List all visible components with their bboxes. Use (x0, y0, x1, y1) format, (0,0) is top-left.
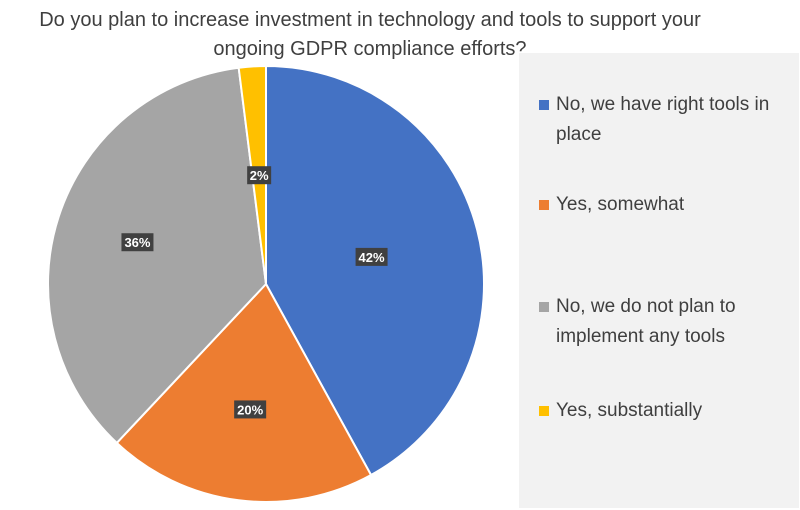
pie-slice-no-right-tools (265, 64, 485, 477)
data-label-background (247, 166, 272, 185)
legend-label: Yes, somewhat (556, 194, 685, 215)
pie-slice-yes-somewhat (115, 282, 373, 503)
legend-item-yes-substantially: Yes, substantially (539, 396, 794, 426)
legend-item-yes-somewhat: Yes, somewhat (539, 190, 794, 220)
slice-label-yes-substantially: 2% (247, 166, 272, 185)
legend-swatch-blue (539, 100, 549, 110)
pie-slice-no-plan (47, 66, 268, 445)
data-label-text: 2% (250, 168, 269, 183)
chart-title: Do you plan to increase investment in te… (39, 9, 701, 60)
legend-label: No, we do not plan to implement any tool… (556, 296, 736, 347)
data-label-background (121, 233, 154, 252)
legend-swatch-gray (539, 302, 549, 312)
data-label-background (355, 247, 388, 266)
data-label-text: 36% (124, 235, 150, 250)
legend-item-no-right-tools: No, we have right tools in place (539, 90, 794, 150)
legend-label: Yes, substantially (556, 400, 703, 421)
legend: No, we have right tools in place Yes, so… (519, 53, 799, 508)
data-label-text: 42% (359, 250, 385, 265)
legend-item-no-plan: No, we do not plan to implement any tool… (539, 292, 794, 352)
slice-label-no-plan: 36% (121, 233, 154, 252)
slice-label-yes-somewhat: 20% (234, 400, 267, 419)
legend-label: No, we have right tools in place (556, 94, 770, 145)
legend-swatch-yellow (539, 406, 549, 416)
legend-swatch-orange (539, 200, 549, 210)
data-label-background (234, 400, 267, 419)
slice-label-no-right-tools: 42% (355, 247, 388, 266)
data-label-text: 20% (237, 402, 263, 417)
